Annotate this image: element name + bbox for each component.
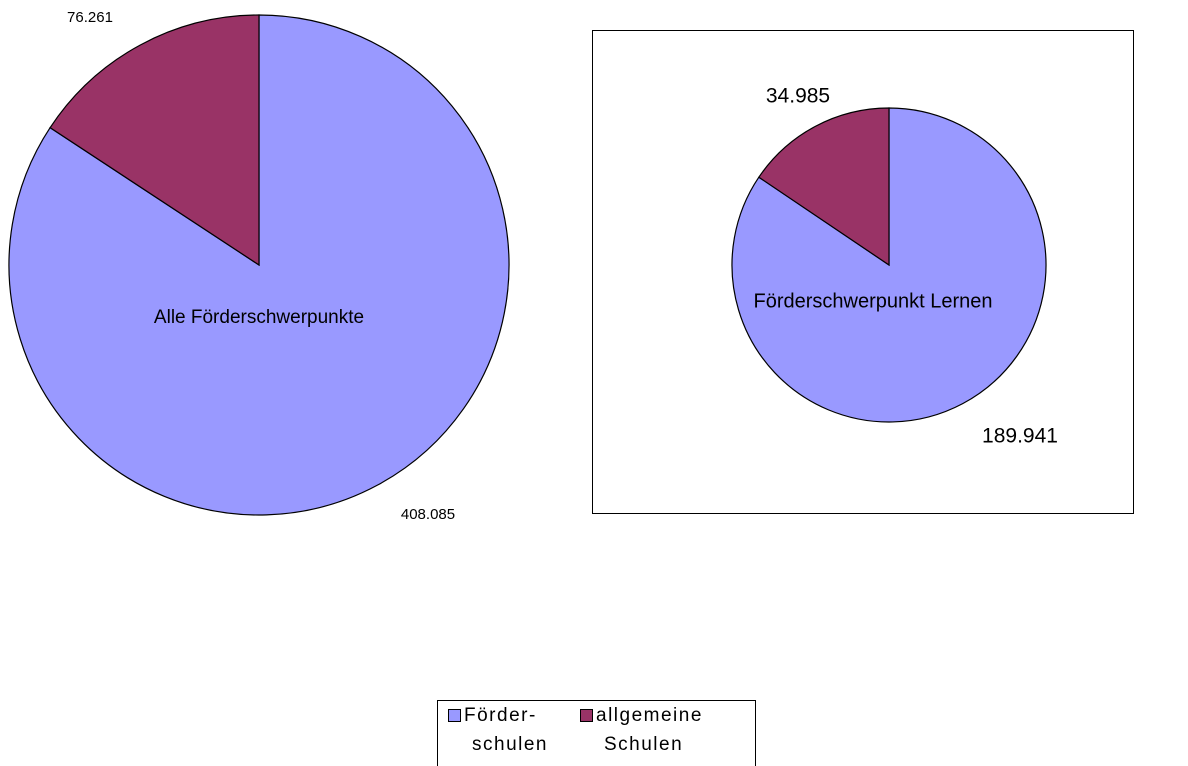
legend-label-line: schulen — [472, 734, 548, 755]
data-label: 189.941 — [982, 425, 1058, 448]
legend-swatch — [580, 709, 593, 722]
chart-frame — [592, 30, 1134, 514]
legend-box — [437, 700, 756, 766]
legend-label: Förder-schulen — [464, 705, 548, 755]
pie-slice — [758, 107, 890, 267]
pie-slice — [49, 14, 260, 267]
chart-title: Alle Förderschwerpunkte — [154, 307, 364, 328]
chart-title: Förderschwerpunkt Lernen — [753, 290, 992, 312]
legend-swatch — [448, 709, 461, 722]
data-label: 408.085 — [401, 506, 455, 523]
legend-label-line: Förder- — [464, 705, 537, 726]
legend-label-line: allgemeine — [596, 705, 703, 726]
data-label: 34.985 — [766, 85, 830, 108]
pie-slice — [731, 107, 1047, 423]
legend-label-line: Schulen — [604, 734, 683, 755]
legend-label: allgemeine Schulen — [596, 705, 703, 755]
data-label: 76.261 — [67, 9, 113, 26]
